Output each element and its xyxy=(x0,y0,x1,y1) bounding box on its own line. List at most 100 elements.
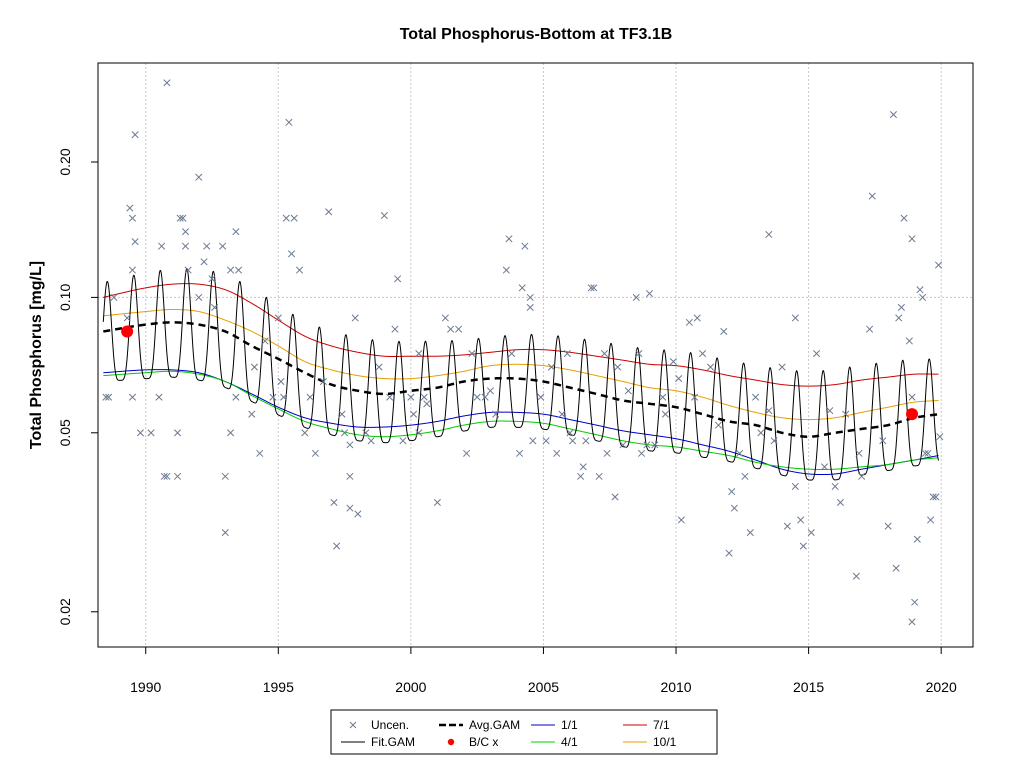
data-point-113 xyxy=(603,449,611,457)
data-point-4 xyxy=(126,204,134,212)
data-point-87 xyxy=(486,387,494,395)
data-point-5 xyxy=(128,214,137,222)
data-point-66 xyxy=(367,437,375,445)
legend-label-7: 10/1 xyxy=(653,735,677,749)
data-point-17 xyxy=(173,472,182,480)
data-point-153 xyxy=(807,529,815,537)
data-point-91 xyxy=(508,350,516,358)
data-point-6 xyxy=(128,266,137,274)
data-point-36 xyxy=(232,393,240,401)
legend-entry-4: 1/1 xyxy=(531,718,578,732)
data-point-115 xyxy=(614,363,622,371)
data-point-101 xyxy=(553,449,561,457)
data-point-121 xyxy=(643,441,651,449)
data-point-178 xyxy=(916,286,924,294)
data-point-61 xyxy=(346,441,354,449)
data-point-62 xyxy=(346,504,354,512)
data-point-38 xyxy=(248,410,256,418)
data-point-20 xyxy=(179,214,187,222)
data-point-30 xyxy=(219,242,227,250)
data-point-77 xyxy=(420,393,428,401)
data-point-123 xyxy=(651,441,659,449)
data-point-43 xyxy=(274,314,282,322)
legend-label-1: Fit.GAM xyxy=(371,735,415,749)
data-point-156 xyxy=(826,407,834,415)
data-point-16 xyxy=(163,79,171,87)
data-point-37 xyxy=(234,266,243,274)
y-tick-label-0: 0.02 xyxy=(57,598,73,625)
legend-entry-1: Fit.GAM xyxy=(341,735,415,749)
data-point-13 xyxy=(158,242,166,250)
data-point-35 xyxy=(232,228,240,236)
data-point-49 xyxy=(290,214,298,222)
data-point-140 xyxy=(741,472,749,480)
bc-point-1 xyxy=(906,408,919,421)
data-point-179 xyxy=(919,293,927,301)
data-point-130 xyxy=(691,393,699,401)
data-point-180 xyxy=(921,449,929,457)
data-point-68 xyxy=(380,212,388,220)
data-point-185 xyxy=(934,261,943,269)
data-point-40 xyxy=(256,449,264,457)
chart-title: Total Phosphorus-Bottom at TF3.1B xyxy=(400,26,673,43)
data-point-145 xyxy=(765,407,773,415)
legend-entry-5: 4/1 xyxy=(531,735,578,749)
data-point-15 xyxy=(163,472,171,480)
data-point-131 xyxy=(693,314,701,322)
data-point-142 xyxy=(752,393,760,401)
legend-label-6: 7/1 xyxy=(653,718,670,732)
data-point-24 xyxy=(195,173,203,181)
data-point-126 xyxy=(669,358,677,366)
x-tick-label-2: 2000 xyxy=(395,679,426,695)
data-point-173 xyxy=(908,235,916,243)
legend-label-0: Uncen. xyxy=(371,718,409,732)
data-point-82 xyxy=(455,325,463,333)
data-point-44 xyxy=(277,377,285,386)
data-point-151 xyxy=(797,516,805,524)
data-point-7 xyxy=(128,393,137,401)
data-point-141 xyxy=(746,529,754,537)
data-point-76 xyxy=(415,350,423,358)
data-point-46 xyxy=(282,214,290,222)
data-point-52 xyxy=(306,393,314,401)
data-point-0 xyxy=(102,393,110,401)
x-tick-label-4: 2010 xyxy=(660,679,691,695)
data-point-2 xyxy=(110,293,118,301)
data-point-165 xyxy=(879,437,887,445)
data-point-80 xyxy=(441,314,449,322)
data-point-152 xyxy=(799,542,807,550)
data-point-41 xyxy=(261,337,269,345)
curve-oct xyxy=(103,308,939,421)
curve-jul xyxy=(103,283,939,387)
data-point-137 xyxy=(728,488,736,496)
y-axis-title: Total Phosphorus [mg/L] xyxy=(28,261,45,449)
data-point-81 xyxy=(447,325,455,333)
data-point-84 xyxy=(468,350,476,358)
data-point-127 xyxy=(675,375,683,383)
curve-apr xyxy=(103,370,939,470)
curve-avg-gam xyxy=(103,321,939,438)
data-point-147 xyxy=(778,363,786,371)
data-point-67 xyxy=(375,363,383,371)
data-point-28 xyxy=(208,275,216,283)
data-point-99 xyxy=(542,437,550,445)
data-point-114 xyxy=(611,493,619,501)
data-point-54 xyxy=(319,377,327,386)
data-point-74 xyxy=(409,410,418,418)
data-point-10 xyxy=(136,429,144,437)
data-point-27 xyxy=(203,242,211,250)
data-point-8 xyxy=(131,238,139,246)
data-point-182 xyxy=(927,516,935,524)
grid-lines xyxy=(98,63,973,647)
legend-label-4: 1/1 xyxy=(561,718,578,732)
data-point-172 xyxy=(905,337,913,345)
data-point-134 xyxy=(714,421,723,429)
data-point-171 xyxy=(900,214,908,222)
data-point-14 xyxy=(160,472,168,480)
data-point-90 xyxy=(505,235,513,243)
data-point-47 xyxy=(285,118,293,126)
plot-frame xyxy=(97,62,974,648)
data-point-120 xyxy=(638,449,646,457)
data-point-148 xyxy=(783,522,791,530)
legend-entry-2: Avg.GAM xyxy=(439,718,520,732)
